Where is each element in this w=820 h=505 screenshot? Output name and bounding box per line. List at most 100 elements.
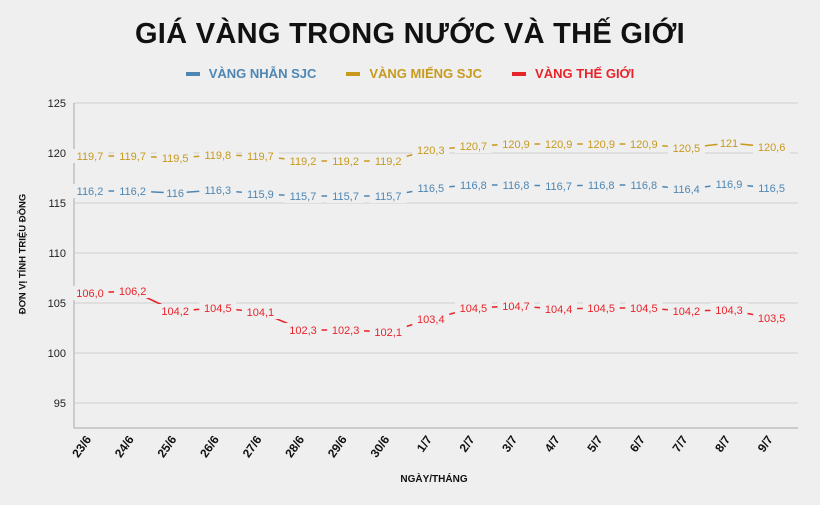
data-label: 104,5 <box>630 303 658 315</box>
data-label: 116,5 <box>758 183 785 195</box>
data-label-bg <box>497 137 535 151</box>
x-tick-label: 6/7 <box>627 433 648 455</box>
data-label: 119,2 <box>375 156 402 168</box>
data-label-bg <box>114 149 152 163</box>
data-label: 116,3 <box>204 185 231 197</box>
data-label: 104,5 <box>460 303 488 315</box>
data-label-bg <box>241 187 279 201</box>
data-label: 103,5 <box>758 313 786 325</box>
data-label-bg <box>284 154 322 168</box>
data-label: 116,8 <box>503 180 530 192</box>
data-label-bg <box>497 178 535 192</box>
data-label-bg <box>667 304 705 318</box>
data-label-bg <box>114 284 152 298</box>
data-label-bg <box>412 181 450 195</box>
data-label: 120,7 <box>460 141 488 153</box>
data-label-bg <box>454 139 492 153</box>
y-tick-label: 110 <box>48 248 66 260</box>
x-tick-label: 23/6 <box>69 433 94 460</box>
data-label: 104,3 <box>715 305 743 317</box>
y-tick-label: 105 <box>48 298 66 310</box>
data-label: 116,4 <box>673 184 700 196</box>
x-tick-label: 2/7 <box>457 433 478 455</box>
data-label-bg <box>753 181 791 195</box>
data-label: 119,7 <box>247 151 274 163</box>
data-label-bg <box>199 183 237 197</box>
data-label: 119,7 <box>119 151 146 163</box>
data-label-bg <box>540 302 578 316</box>
legend-item-vang-the-gioi: VÀNG THẾ GIỚI <box>512 66 634 81</box>
data-label: 121 <box>720 138 738 150</box>
data-label: 116 <box>166 188 184 200</box>
legend-swatch-vang-nhan <box>185 71 200 76</box>
data-label-bg <box>199 148 237 162</box>
data-label: 104,5 <box>204 303 232 315</box>
data-label: 102,3 <box>332 325 360 337</box>
data-label-bg <box>717 136 741 150</box>
data-label: 106,0 <box>76 288 104 300</box>
data-label: 106,2 <box>119 286 147 298</box>
data-label-bg <box>156 304 194 318</box>
legend-label-vang-the-gioi: VÀNG THẾ GIỚI <box>535 66 635 81</box>
data-label: 120,6 <box>758 142 786 154</box>
data-label-bg <box>710 177 748 191</box>
legend-item-vang-nhan: VÀNG NHẪN SJC <box>185 66 317 81</box>
x-tick-label: 5/7 <box>584 433 605 455</box>
data-label-bg <box>753 311 791 325</box>
data-label-bg <box>454 301 492 315</box>
data-label-bg <box>199 301 237 315</box>
chart-title: GIÁ VÀNG TRONG NƯỚC VÀ THẾ GIỚI <box>134 18 686 50</box>
data-label: 120,9 <box>630 139 658 151</box>
x-tick-label: 27/6 <box>240 433 265 460</box>
x-tick-label: 9/7 <box>755 433 776 455</box>
data-label: 120,9 <box>587 139 615 151</box>
data-label: 102,1 <box>374 327 402 339</box>
data-label-bg <box>71 184 109 198</box>
data-label-bg <box>625 301 663 315</box>
x-tick-label: 30/6 <box>367 433 392 460</box>
y-tick-label: 120 <box>48 148 66 160</box>
data-label-bg <box>753 140 791 154</box>
data-label: 120,5 <box>673 143 701 155</box>
data-label-bg <box>284 323 322 337</box>
data-label-bg <box>241 149 279 163</box>
data-label-bg <box>241 305 279 319</box>
x-tick-label: 4/7 <box>542 433 563 455</box>
y-tick-label: 115 <box>48 198 66 210</box>
data-label-bg <box>327 323 365 337</box>
data-label-bg <box>667 182 705 196</box>
data-label-bg <box>540 137 578 151</box>
data-label: 116,5 <box>417 183 444 195</box>
legend-label-vang-nhan: VÀNG NHẪN SJC <box>208 66 317 81</box>
data-label: 119,2 <box>332 156 359 168</box>
x-tick-label: 3/7 <box>499 433 520 455</box>
legend-label-vang-mieng: VÀNG MIẾNG SJC <box>369 66 483 81</box>
data-label: 119,8 <box>204 150 231 162</box>
data-label: 120,9 <box>545 139 573 151</box>
data-label: 104,1 <box>247 307 275 319</box>
data-label-bg <box>540 179 578 193</box>
data-label-bg <box>625 178 663 192</box>
data-label-bg <box>71 149 109 163</box>
data-label: 119,7 <box>77 151 104 163</box>
data-label-bg <box>710 303 748 317</box>
data-label: 115,7 <box>332 191 359 203</box>
x-tick-label: 29/6 <box>325 433 350 460</box>
data-label-bg <box>369 154 407 168</box>
data-label-bg <box>284 189 322 203</box>
data-label-bg <box>497 299 535 313</box>
data-label-bg <box>71 286 109 300</box>
data-label: 104,4 <box>545 304 573 316</box>
data-label: 120,9 <box>502 139 530 151</box>
data-label: 116,8 <box>460 180 487 192</box>
data-label: 103,4 <box>417 314 445 326</box>
data-label-bg <box>369 325 407 339</box>
x-tick-label: 24/6 <box>112 433 137 460</box>
data-label-bg <box>156 151 194 165</box>
data-label: 116,8 <box>588 180 615 192</box>
data-label: 116,2 <box>119 186 146 198</box>
data-label-bg <box>625 137 663 151</box>
y-axis-label: ĐƠN VỊ TÍNH TRIỆU ĐỒNG <box>17 193 29 315</box>
data-label: 115,7 <box>290 191 317 203</box>
